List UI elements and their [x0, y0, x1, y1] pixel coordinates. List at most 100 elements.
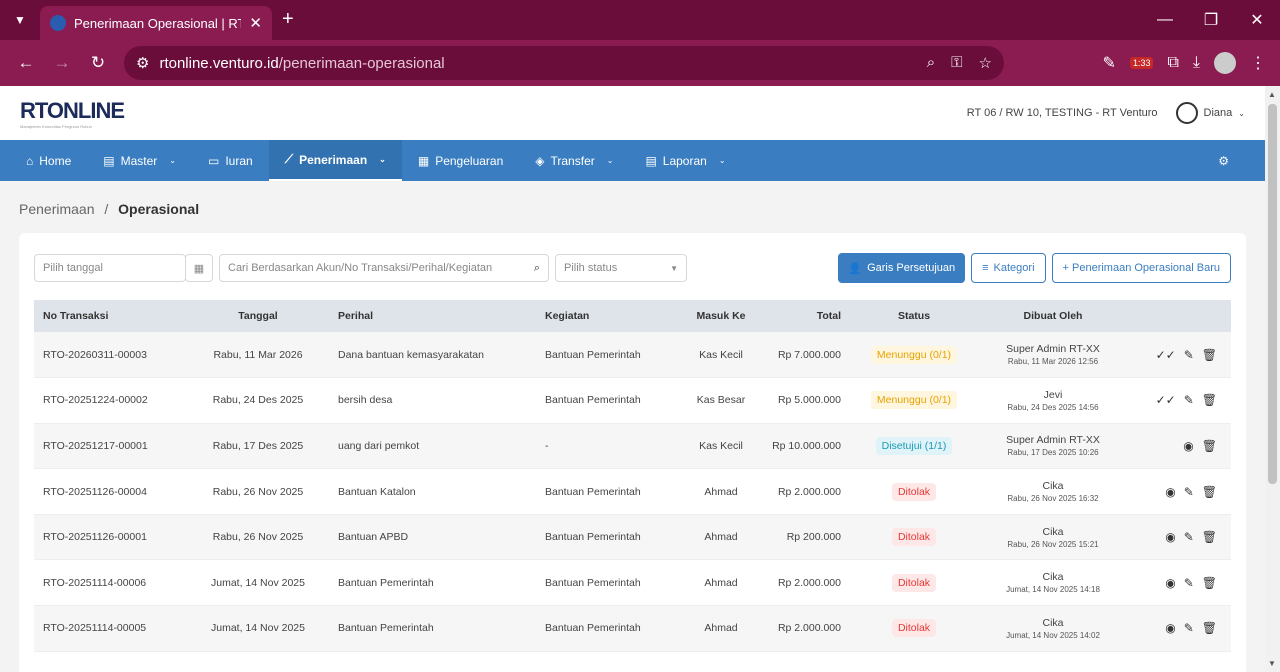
scroll-thumb[interactable]: [1268, 104, 1277, 484]
new-tab-icon[interactable]: +: [282, 8, 294, 30]
cell-destination: Ahmad: [685, 559, 757, 607]
feather-icon[interactable]: ✎: [1102, 55, 1116, 72]
col-status[interactable]: Status: [841, 300, 987, 332]
file-icon: ▤: [103, 153, 115, 168]
chart-icon: ⟋: [284, 152, 294, 166]
user-menu[interactable]: Diana ⌄: [1175, 102, 1245, 124]
url-host: rtonline.venturo.id: [159, 54, 279, 72]
approval-line-button[interactable]: 👤 Garis Persetujuan: [838, 253, 966, 283]
edit-icon[interactable]: ✎: [1183, 621, 1194, 636]
date-input[interactable]: Pilih tanggal: [34, 254, 186, 282]
edit-icon[interactable]: ✎: [1183, 484, 1194, 499]
kebab-menu-icon[interactable]: ⋮: [1250, 55, 1266, 72]
puzzle-icon[interactable]: ⧉: [1167, 54, 1179, 71]
col-total[interactable]: Total: [757, 300, 841, 332]
new-receipt-button[interactable]: + Penerimaan Operasional Baru: [1051, 253, 1231, 283]
search-input[interactable]: Cari Berdasarkan Akun/No Transaksi/Perih…: [219, 254, 549, 282]
chevron-down-icon: ▼: [670, 263, 678, 273]
view-icon[interactable]: ◉: [1183, 438, 1194, 453]
nav-penerimaan[interactable]: ⟋ Penerimaan ⌄: [268, 140, 402, 181]
cell-subject: Bantuan APBD: [332, 514, 545, 561]
cell-status: Ditolak: [841, 514, 987, 561]
table-row: RTO-20251224-00002 Rabu, 24 Des 2025 bersi…: [34, 377, 1231, 424]
cell-no: RTO-20251126-00004: [34, 468, 184, 515]
col-activity[interactable]: Kegiatan: [545, 300, 685, 332]
tab-search-icon[interactable]: ▼: [14, 13, 26, 27]
close-window-icon[interactable]: ✕: [1250, 12, 1264, 29]
star-icon[interactable]: ☆: [978, 55, 992, 72]
cell-destination: Ahmad: [685, 514, 757, 561]
col-destination[interactable]: Masuk Ke: [685, 300, 757, 332]
restore-icon[interactable]: ❐: [1203, 12, 1219, 29]
breadcrumb-parent[interactable]: Penerimaan: [19, 201, 95, 217]
trash-icon[interactable]: 🗑: [1201, 484, 1217, 499]
location-label: RT 06 / RW 10, TESTING - RT Venturo: [966, 107, 1158, 119]
cell-no: RTO-20251224-00002: [34, 377, 184, 424]
creator-name: Jevi: [1043, 388, 1063, 401]
nav-master[interactable]: ▤ Master ⌄: [103, 153, 176, 168]
home-icon: ⌂: [26, 153, 34, 168]
nav-home[interactable]: ⌂ Home: [26, 153, 72, 168]
status-select[interactable]: Pilih status ▼: [555, 254, 687, 282]
nav-transfer[interactable]: ◈ Transfer ⌄: [535, 153, 614, 168]
cell-date: Rabu, 17 Des 2025: [184, 423, 332, 470]
trash-icon[interactable]: 🗑: [1201, 575, 1217, 590]
minimize-icon[interactable]: —: [1157, 11, 1173, 28]
view-icon[interactable]: ◉: [1165, 575, 1176, 590]
trash-icon[interactable]: 🗑: [1201, 438, 1217, 453]
nav-laporan[interactable]: ▤ Laporan ⌄: [645, 153, 726, 168]
site-info-icon[interactable]: ⚙: [136, 55, 150, 72]
trash-icon[interactable]: 🗑: [1201, 621, 1217, 636]
key-icon[interactable]: ⚿: [951, 54, 963, 71]
creator-name: Cika: [1042, 616, 1064, 629]
forward-icon[interactable]: →: [53, 53, 71, 72]
col-no[interactable]: No Transaksi: [34, 300, 184, 332]
receipt-icon: ▦: [417, 153, 430, 168]
trash-icon[interactable]: 🗑: [1201, 393, 1217, 408]
view-icon[interactable]: ◉: [1165, 484, 1176, 499]
cell-subject: Dana bantuan kemasyarakatan: [332, 332, 545, 379]
reload-icon[interactable]: ↻: [90, 53, 106, 72]
zoom-icon[interactable]: ⌕: [926, 54, 936, 71]
page-scrollbar[interactable]: ▲ ▼: [1265, 86, 1280, 672]
browser-tab[interactable]: Penerimaan Operasional | RT O ✕: [40, 6, 272, 40]
trash-icon[interactable]: 🗑: [1201, 530, 1217, 545]
profile-avatar[interactable]: [1214, 52, 1236, 74]
settings-icon[interactable]: ⚙: [1218, 153, 1229, 168]
table-row: RTO-20251114-00006 Jumat, 14 Nov 2025 Bant…: [34, 559, 1231, 607]
cell-actions: ◉ ✎ 🗑: [1119, 559, 1231, 607]
calendar-icon[interactable]: ▦: [185, 254, 213, 282]
col-date[interactable]: Tanggal: [184, 300, 332, 332]
logo[interactable]: RTONLINE Manajemen Komunitas Pengurus Ruk…: [20, 97, 125, 129]
approve-icon[interactable]: ✓✓: [1155, 393, 1176, 408]
cell-destination: Kas Kecil: [685, 332, 757, 379]
col-subject[interactable]: Perihal: [332, 300, 545, 332]
category-button[interactable]: ≡ Kategori: [971, 253, 1046, 283]
created-at: Rabu, 11 Mar 2026 12:56: [1007, 357, 1099, 367]
col-created-by[interactable]: Dibuat Oleh: [987, 300, 1119, 332]
edit-icon[interactable]: ✎: [1183, 347, 1194, 362]
cell-activity: Bantuan Pemerintah: [545, 377, 685, 424]
address-bar[interactable]: ⚙ rtonline.venturo.id/penerimaan-operasi…: [124, 46, 1004, 80]
close-tab-icon[interactable]: ✕: [249, 15, 262, 32]
view-icon[interactable]: ◉: [1165, 530, 1176, 545]
back-icon[interactable]: ←: [17, 53, 35, 72]
nav-pengeluaran[interactable]: ▦ Pengeluaran: [417, 153, 504, 168]
created-at: Jumat, 14 Nov 2025 14:18: [1006, 585, 1100, 595]
approve-icon[interactable]: ✓✓: [1155, 347, 1176, 362]
status-badge: Menunggu (0/1): [870, 345, 958, 364]
extension-badge[interactable]: 1:33: [1129, 57, 1154, 69]
cell-total: Rp 10.000.000: [757, 423, 841, 470]
nav-iuran[interactable]: ▭ Iuran: [208, 153, 253, 168]
edit-icon[interactable]: ✎: [1183, 575, 1194, 590]
status-badge: Menunggu (0/1): [870, 391, 958, 410]
edit-icon[interactable]: ✎: [1183, 393, 1194, 408]
edit-icon[interactable]: ✎: [1183, 530, 1194, 545]
download-icon[interactable]: ⤓: [1192, 54, 1200, 71]
scroll-up-icon[interactable]: ▲: [1268, 90, 1276, 99]
scroll-down-icon[interactable]: ▼: [1268, 659, 1276, 668]
search-icon[interactable]: ⌕: [533, 261, 540, 274]
created-at: Rabu, 17 Des 2025 10:26: [1007, 448, 1099, 458]
view-icon[interactable]: ◉: [1165, 621, 1176, 636]
trash-icon[interactable]: 🗑: [1201, 347, 1217, 362]
